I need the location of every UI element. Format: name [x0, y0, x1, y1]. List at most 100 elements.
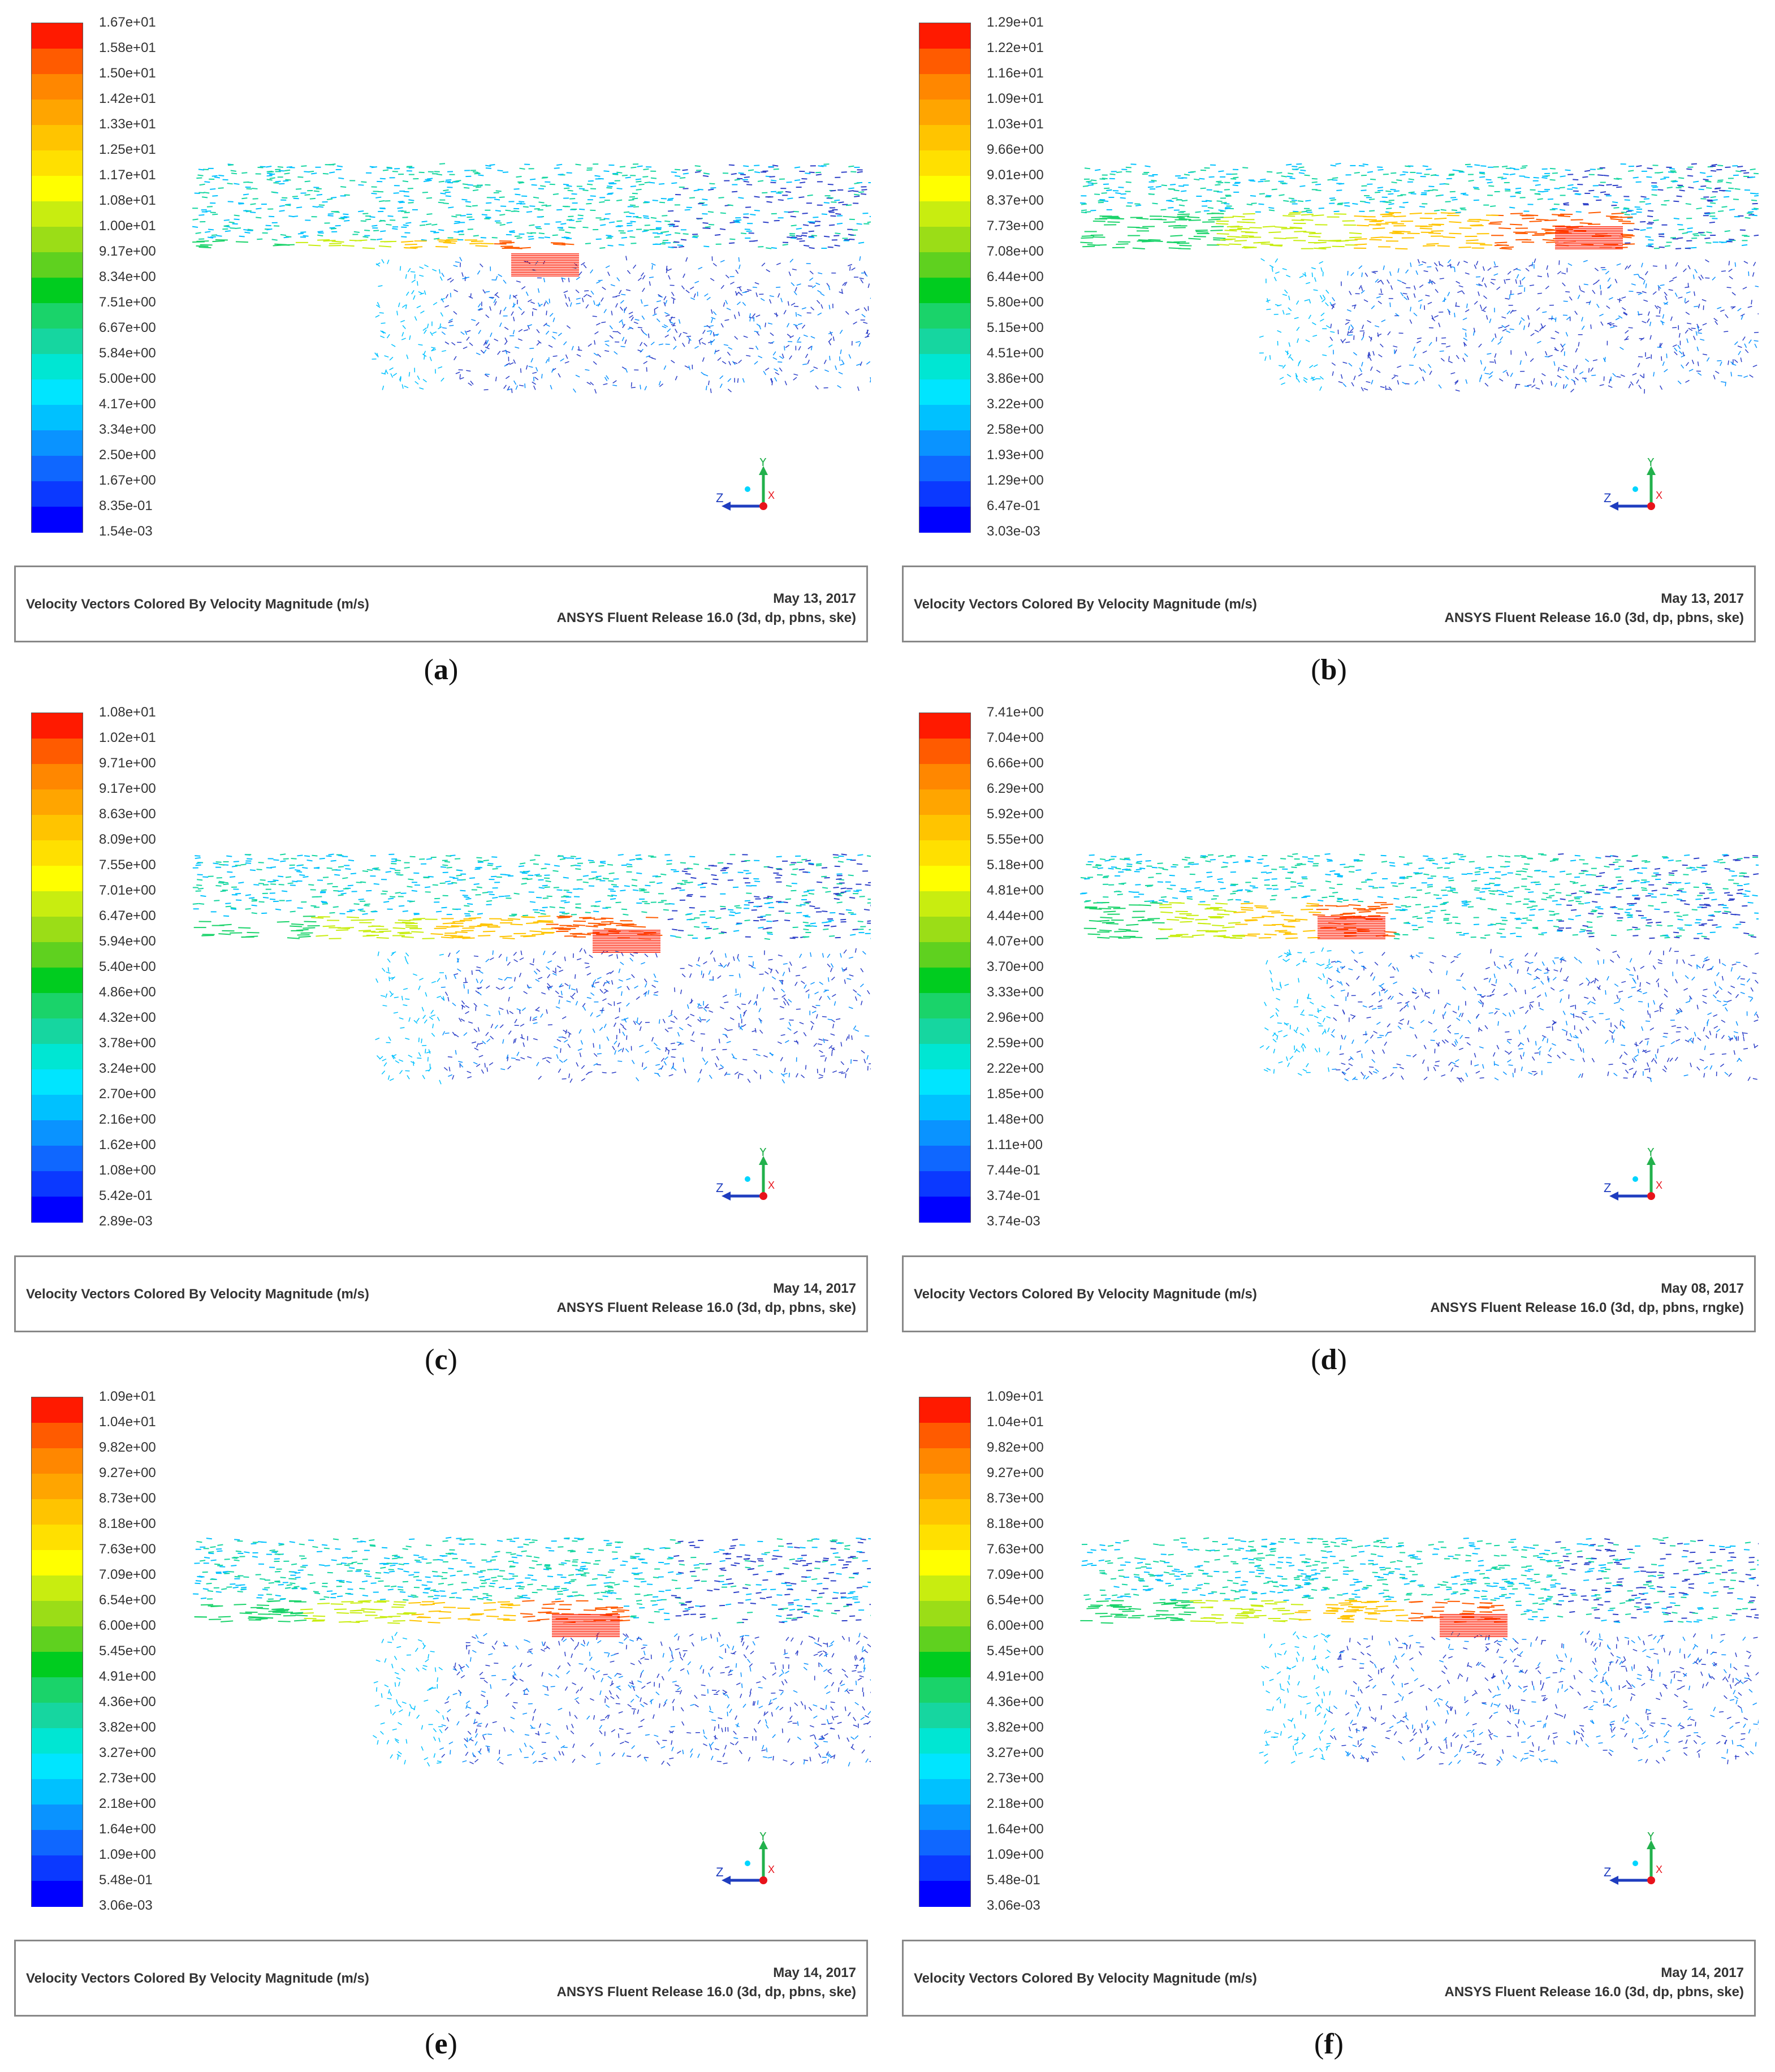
velocity-vector: [1676, 195, 1682, 197]
velocity-vector: [827, 197, 833, 199]
velocity-vector: [752, 313, 756, 318]
velocity-vector: [804, 902, 810, 904]
velocity-vector: [1428, 342, 1432, 346]
velocity-vector: [1434, 217, 1447, 220]
velocity-vector: [405, 922, 418, 925]
velocity-vector: [1656, 315, 1661, 317]
velocity-vector: [1748, 211, 1754, 213]
velocity-vector: [1698, 276, 1702, 280]
velocity-vector: [1224, 208, 1231, 210]
velocity-vector: [605, 343, 610, 347]
velocity-vector: [1434, 209, 1440, 211]
velocity-vector: [464, 330, 468, 335]
velocity-vector: [533, 385, 536, 390]
colorbar-tick-label: 5.84e+00: [99, 346, 156, 361]
velocity-vector: [769, 1069, 774, 1074]
velocity-vector: [811, 1011, 817, 1014]
velocity-vector: [1483, 306, 1487, 310]
velocity-vector: [660, 1057, 664, 1062]
velocity-vector: [1615, 317, 1620, 321]
velocity-vector: [549, 299, 550, 304]
velocity-vector: [622, 323, 625, 329]
velocity-vector: [803, 891, 810, 893]
velocity-vector: [411, 290, 414, 295]
velocity-vector: [794, 287, 797, 292]
velocity-vector: [1564, 384, 1568, 389]
velocity-vector: [1668, 289, 1673, 291]
velocity-vector: [1390, 188, 1396, 191]
vector-field-svg: [192, 163, 871, 394]
velocity-vector: [1661, 356, 1662, 361]
velocity-vector: [1154, 218, 1167, 221]
velocity-vector: [1606, 215, 1619, 218]
velocity-vector: [1432, 189, 1439, 191]
velocity-vector: [663, 365, 667, 370]
velocity-vector: [489, 297, 494, 299]
velocity-vector: [391, 344, 396, 347]
velocity-vector: [573, 920, 586, 922]
velocity-vector: [1515, 279, 1517, 284]
velocity-vector: [699, 1016, 702, 1021]
velocity-vector: [392, 1055, 396, 1059]
velocity-vector: [662, 326, 667, 329]
velocity-vector: [805, 989, 810, 993]
velocity-vector: [789, 234, 796, 237]
colorbar-swatch: [919, 49, 970, 75]
velocity-vector: [1362, 163, 1368, 166]
velocity-vector: [869, 1063, 871, 1065]
velocity-vector: [440, 936, 454, 939]
velocity-vector: [1405, 165, 1411, 167]
velocity-vector: [694, 171, 701, 173]
velocity-vector: [480, 979, 483, 984]
velocity-vector: [558, 174, 564, 175]
velocity-vector: [1709, 212, 1716, 214]
velocity-vector: [1422, 369, 1426, 373]
velocity-vector: [705, 1061, 709, 1065]
velocity-vector: [313, 866, 320, 869]
velocity-vector: [568, 1033, 571, 1038]
velocity-vector: [1184, 174, 1190, 176]
velocity-vector: [497, 351, 501, 355]
velocity-vector: [841, 1072, 846, 1074]
velocity-vector: [1678, 333, 1681, 338]
velocity-vector: [722, 1034, 727, 1036]
velocity-vector: [506, 1054, 509, 1059]
velocity-vector: [596, 322, 601, 326]
velocity-vector: [1329, 336, 1333, 341]
velocity-vector: [797, 323, 803, 325]
velocity-vector: [1628, 170, 1634, 172]
velocity-vector: [633, 1020, 636, 1025]
velocity-vector: [337, 927, 350, 930]
velocity-vector: [235, 241, 248, 243]
velocity-vector: [507, 961, 511, 966]
velocity-vector: [1691, 327, 1696, 329]
velocity-vector: [647, 990, 650, 995]
velocity-vector: [392, 927, 405, 930]
velocity-vector: [644, 386, 647, 391]
velocity-vector: [582, 875, 589, 877]
velocity-vector: [617, 1042, 620, 1047]
colorbar-tick-label: 8.34e+00: [99, 269, 156, 284]
velocity-vector: [789, 937, 796, 939]
velocity-vector: [594, 340, 596, 345]
velocity-vector: [1562, 282, 1566, 287]
velocity-vector: [799, 182, 806, 184]
velocity-vector: [1371, 271, 1376, 274]
velocity-vector: [1167, 241, 1180, 244]
velocity-vector: [507, 1056, 509, 1061]
velocity-vector: [671, 297, 676, 300]
velocity-vector: [856, 223, 862, 225]
velocity-vector: [1367, 320, 1372, 323]
velocity-vector: [663, 324, 668, 327]
velocity-vector: [1633, 274, 1639, 275]
velocity-vector: [643, 991, 647, 995]
velocity-vector: [303, 927, 316, 929]
velocity-vector: [808, 862, 814, 865]
velocity-vector: [1731, 292, 1736, 296]
velocity-vector: [815, 385, 819, 390]
velocity-vector: [651, 985, 656, 988]
velocity-vector: [1381, 319, 1386, 322]
velocity-vector: [437, 978, 440, 982]
velocity-vector: [430, 1009, 434, 1015]
velocity-vector: [375, 978, 378, 983]
